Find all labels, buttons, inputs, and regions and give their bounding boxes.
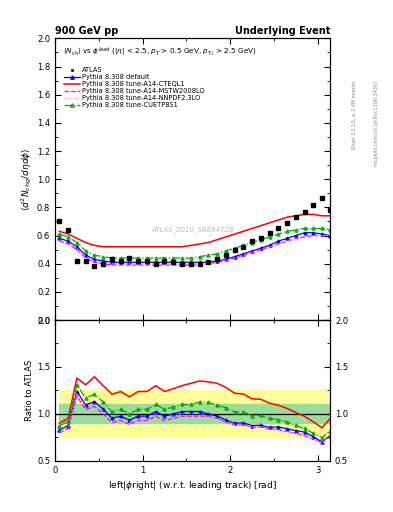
Text: mcplots.cern.ch [arXiv:1306.3436]: mcplots.cern.ch [arXiv:1306.3436]	[374, 80, 379, 165]
X-axis label: left$|\phi$right$|$ (w.r.t. leading track) [rad]: left$|\phi$right$|$ (w.r.t. leading trac…	[108, 479, 277, 492]
Y-axis label: Ratio to ATLAS: Ratio to ATLAS	[25, 360, 34, 421]
Y-axis label: $\langle d^2 N_{chg}/d\eta d\phi \rangle$: $\langle d^2 N_{chg}/d\eta d\phi \rangle…	[20, 147, 34, 211]
Text: $\langle N_{ch}\rangle$ vs $\phi^{lead}$ ($|\eta|$ < 2.5, $p_T$ > 0.5 GeV, $p_{T: $\langle N_{ch}\rangle$ vs $\phi^{lead}$…	[63, 46, 257, 59]
Text: Underlying Event: Underlying Event	[235, 26, 330, 35]
Legend: ATLAS, Pythia 8.308 default, Pythia 8.308 tune-A14-CTEQL1, Pythia 8.308 tune-A14: ATLAS, Pythia 8.308 default, Pythia 8.30…	[61, 65, 208, 111]
Text: 900 GeV pp: 900 GeV pp	[55, 26, 118, 35]
Text: ATLAS_2010_S8894728: ATLAS_2010_S8894728	[151, 226, 234, 233]
Text: Rivet 3.1.10, ≥ 2.4M events: Rivet 3.1.10, ≥ 2.4M events	[352, 80, 357, 149]
